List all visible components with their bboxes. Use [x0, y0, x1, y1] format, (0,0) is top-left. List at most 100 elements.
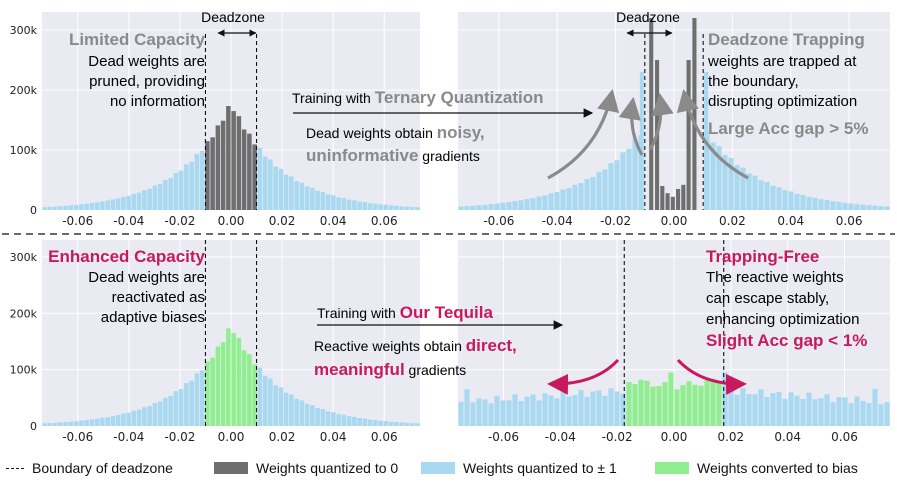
histogram-bar-pm1 [746, 173, 752, 210]
chart-bottom-left: -0.06 -0.04 -0.02 0.00 0.02 0.04 0.06 0 100k 200k… [10, 240, 420, 444]
histogram-bar-bias [668, 372, 674, 426]
histogram-bar-pm1 [415, 423, 420, 426]
histogram-bar-pm1 [357, 201, 362, 210]
histogram-bar-zero [205, 141, 210, 210]
histogram-bar-pm1 [52, 422, 58, 426]
histogram-bar-pm1 [506, 202, 512, 210]
histogram-bar-pm1 [746, 394, 752, 426]
histogram-bar-bias [632, 384, 638, 426]
histogram-bar-pm1 [752, 175, 758, 210]
histogram-bar-pm1 [782, 190, 788, 210]
histogram-bar-pm1 [818, 199, 824, 210]
histogram-bar-zero [681, 184, 686, 210]
histogram-bar-pm1 [163, 179, 168, 210]
histogram-bar-pm1 [554, 192, 560, 210]
x-tick-label: -0.02 [602, 430, 633, 444]
histogram-bar-pm1 [131, 410, 137, 426]
histogram-bar-bias [656, 385, 662, 426]
x-tick-label: -0.06 [62, 214, 93, 228]
histogram-bar-pm1 [268, 159, 273, 210]
boundary-dash-icon [6, 467, 24, 469]
y-tick-label: 0 [30, 420, 37, 433]
histogram-bar-pm1 [602, 169, 608, 210]
histogram-bar-pm1 [346, 199, 352, 210]
histogram-bar-pm1 [542, 393, 548, 426]
histogram-bar-pm1 [764, 181, 770, 210]
histogram-bar-pm1 [764, 397, 770, 426]
histogram-bar-pm1 [115, 415, 121, 426]
histogram-bar-pm1 [752, 394, 758, 426]
histogram-bar-pm1 [716, 146, 722, 210]
legend-pm1-label: Weights quantized to ± 1 [463, 460, 617, 476]
histogram-bar-pm1 [572, 395, 578, 426]
x-tick-label: 0.06 [371, 214, 398, 228]
histogram-bar-pm1 [620, 152, 626, 210]
histogram-bar-pm1 [268, 378, 273, 426]
histogram-bar-pm1 [320, 191, 326, 210]
histogram-bar-pm1 [476, 205, 482, 210]
chart-top-right: -0.06 -0.04 -0.02 0.00 0.02 0.04 0.06 [458, 12, 890, 228]
histogram-bar-pm1 [884, 206, 890, 210]
trapping-line-1: weights are trapped at [707, 53, 857, 70]
large-acc-gap: Large Acc gap > 5% [708, 119, 868, 138]
histogram-bar-pm1 [352, 200, 357, 210]
histogram-bar-pm1 [590, 391, 596, 426]
histogram-bar-pm1 [194, 153, 200, 210]
histogram-bar-pm1 [470, 205, 476, 210]
histogram-bar-pm1 [126, 412, 131, 426]
histogram-bar-pm1 [189, 161, 194, 210]
histogram-bar-pm1 [331, 412, 336, 426]
histogram-bar-pm1 [800, 194, 806, 210]
histogram-bar-pm1 [500, 202, 506, 210]
histogram-bar-pm1 [115, 198, 121, 210]
histogram-bar-pm1 [728, 390, 734, 426]
histogram-bar-bias [704, 380, 710, 426]
histogram-bar-bias [252, 364, 257, 426]
training-ternary-label: Training with Ternary Quantization [292, 88, 544, 107]
histogram-bar-pm1 [542, 195, 548, 210]
histogram-bar-pm1 [734, 165, 740, 210]
histogram-bar-pm1 [278, 168, 284, 210]
histogram-bar-pm1 [367, 419, 373, 426]
x-tick-label: -0.02 [164, 214, 195, 228]
histogram-bar-pm1 [536, 196, 542, 210]
histogram-bar-pm1 [590, 176, 596, 210]
histogram-bar-pm1 [494, 395, 500, 426]
histogram-bar-pm1 [548, 395, 554, 426]
legend-zero-label: Weights quantized to 0 [256, 460, 399, 476]
histogram-bar-pm1 [866, 403, 872, 426]
histogram-bar-zero [220, 120, 226, 210]
histogram-bar-pm1 [878, 404, 884, 426]
histogram-bar-zero [670, 196, 675, 210]
histogram-bar-pm1 [848, 403, 854, 426]
histogram-bar-bias [236, 337, 242, 426]
histogram-bar-pm1 [121, 196, 126, 210]
histogram-bar-pm1 [866, 205, 872, 210]
y-tick-label: 0 [30, 204, 37, 217]
histogram-bar-pm1 [184, 383, 189, 426]
trap-arrow-outer-right [676, 88, 749, 180]
histogram-bar-pm1 [566, 188, 572, 210]
histogram-bar-bias [215, 346, 221, 426]
limited-line-2: pruned, providing [89, 73, 205, 90]
histogram-bar-zero [231, 111, 236, 210]
histogram-bar-pm1 [341, 414, 347, 426]
histogram-bar-pm1 [68, 421, 74, 426]
trapping-line-3: disrupting optimization [708, 93, 857, 110]
histogram-bar-pm1 [860, 204, 866, 210]
histogram-bar-pm1 [488, 403, 494, 426]
free-line-1: The reactive weights [706, 269, 844, 286]
histogram-bar-zero [215, 125, 221, 210]
histogram-bar-zero [241, 129, 247, 210]
histogram-bar-pm1 [404, 422, 410, 426]
legend-bias: Weights converted to bias [655, 460, 858, 476]
histogram-bar-pm1 [409, 423, 415, 426]
histogram-bar-pm1 [199, 150, 205, 210]
histogram-bar-pm1 [464, 389, 470, 426]
histogram-bar-pm1 [47, 206, 53, 210]
limited-line-3: no information [110, 93, 205, 110]
histogram-bar-pm1 [383, 421, 389, 426]
histogram-bar-pm1 [310, 187, 315, 210]
histogram-bar-pm1 [304, 403, 310, 426]
histogram-bar-pm1 [63, 205, 68, 210]
